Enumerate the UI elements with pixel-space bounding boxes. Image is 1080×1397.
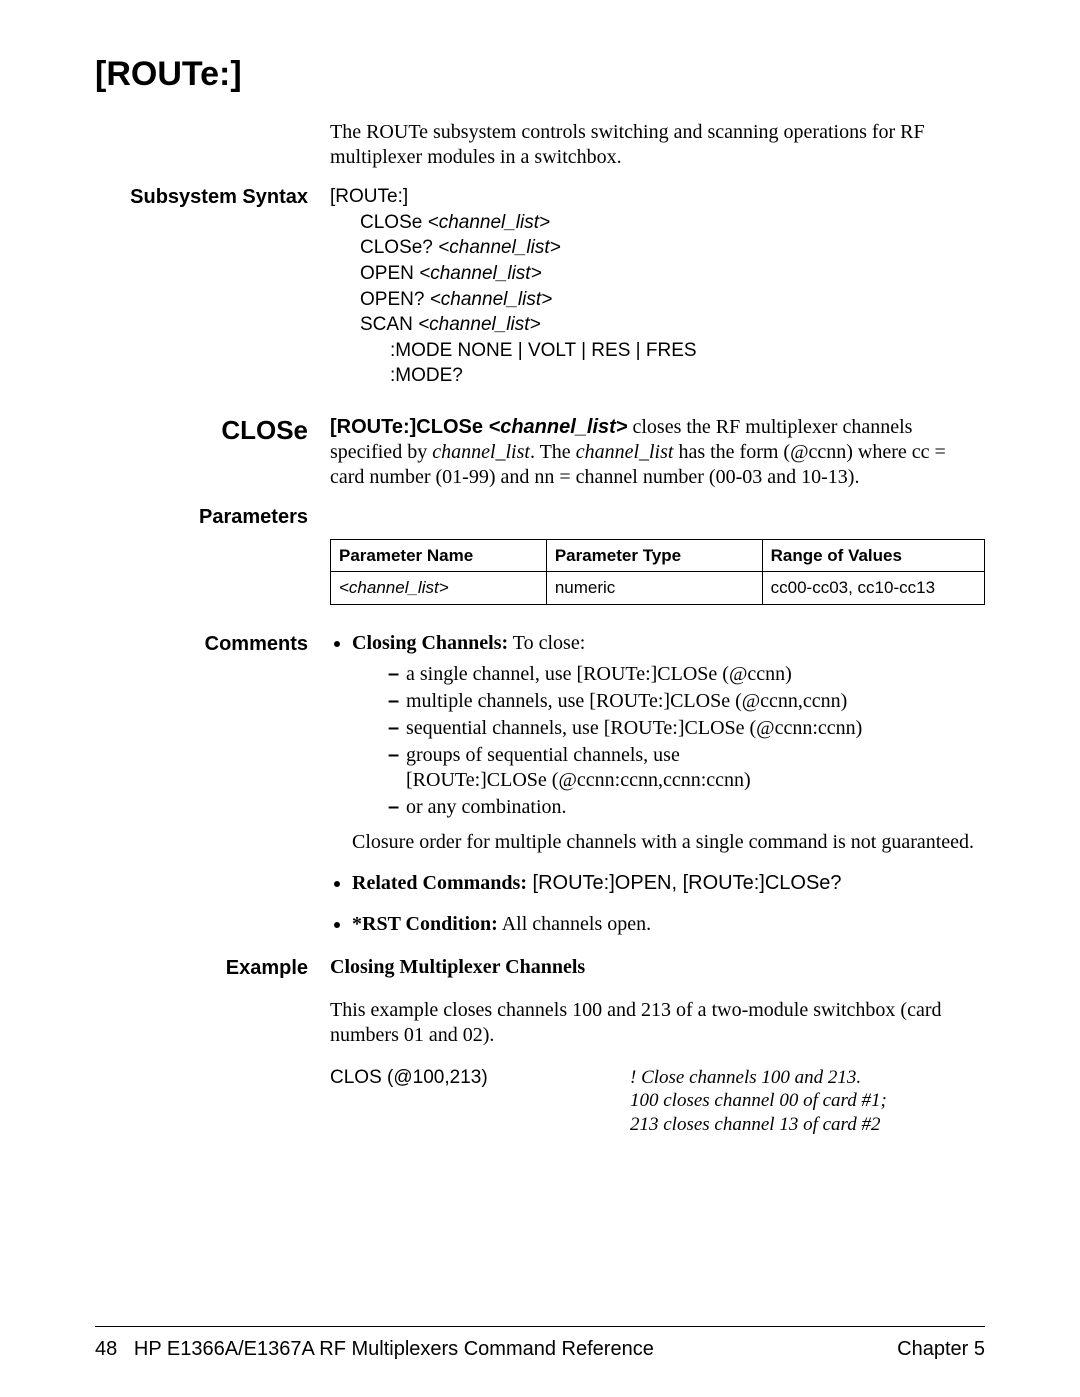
page-number: 48 — [95, 1338, 117, 1360]
example-heading: Closing Multiplexer Channels — [330, 955, 985, 980]
close-label: CLOSe — [95, 415, 330, 490]
list-item: or any combination. — [388, 795, 985, 820]
comments-row: Comments Closing Channels: To close: a s… — [95, 631, 985, 941]
comments-body: Closing Channels: To close: a single cha… — [330, 631, 985, 941]
comments-list: Closing Channels: To close: a single cha… — [330, 631, 985, 937]
cell: cc00-cc03, cc10-cc13 — [762, 572, 984, 604]
page-footer: 48 HP E1366A/E1367A RF Multiplexers Comm… — [95, 1338, 985, 1361]
example-row: Example Closing Multiplexer Channels Thi… — [95, 955, 985, 1137]
parameters-label: Parameters — [95, 504, 330, 529]
col-header: Parameter Type — [546, 540, 762, 572]
example-command: CLOS (@100,213) — [330, 1066, 630, 1137]
list-item: *RST Condition: All channels open. — [352, 912, 985, 937]
syntax-row: Subsystem Syntax [ROUTe:] CLOSe <channel… — [95, 184, 985, 389]
example-intro: This example closes channels 100 and 213… — [330, 998, 985, 1048]
list-item: multiple channels, use [ROUTe:]CLOSe (@c… — [388, 689, 985, 714]
close-row: CLOSe [ROUTe:]CLOSe <channel_list> close… — [95, 415, 985, 490]
cell: numeric — [546, 572, 762, 604]
intro-text: The ROUTe subsystem controls switching a… — [330, 120, 985, 170]
syntax-sub: :MODE? — [330, 363, 985, 389]
doc-title: HP E1366A/E1367A RF Multiplexers Command… — [134, 1338, 654, 1360]
comments-label: Comments — [95, 631, 330, 941]
page-title: [ROUTe:] — [95, 55, 985, 94]
intro-row: The ROUTe subsystem controls switching a… — [95, 120, 985, 170]
syntax-body: [ROUTe:] CLOSe <channel_list> CLOSe? <ch… — [330, 184, 985, 389]
parameters-row: Parameters — [95, 504, 985, 529]
page: [ROUTe:] The ROUTe subsystem controls sw… — [0, 0, 1080, 1397]
syntax-line: SCAN <channel_list> — [330, 312, 985, 338]
table-header-row: Parameter Name Parameter Type Range of V… — [331, 540, 985, 572]
example-label: Example — [95, 955, 330, 1137]
syntax-root: [ROUTe:] — [330, 184, 985, 210]
syntax-line: CLOSe? <channel_list> — [330, 235, 985, 261]
syntax-line: OPEN <channel_list> — [330, 261, 985, 287]
list-item: Closing Channels: To close: a single cha… — [352, 631, 985, 855]
close-desc: [ROUTe:]CLOSe <channel_list> closes the … — [330, 415, 985, 490]
syntax-line: OPEN? <channel_list> — [330, 287, 985, 313]
footer-right: Chapter 5 — [897, 1338, 985, 1361]
list-item: groups of sequential channels, use[ROUTe… — [388, 743, 985, 793]
cell: <channel_list> — [331, 572, 547, 604]
col-header: Range of Values — [762, 540, 984, 572]
example-body: Closing Multiplexer Channels This exampl… — [330, 955, 985, 1137]
dash-list: a single channel, use [ROUTe:]CLOSe (@cc… — [352, 662, 985, 820]
table-row: <channel_list> numeric cc00-cc03, cc10-c… — [331, 572, 985, 604]
example-code-row: CLOS (@100,213) ! Close channels 100 and… — [330, 1066, 985, 1137]
closure-note: Closure order for multiple channels with… — [352, 830, 985, 855]
syntax-line: CLOSe <channel_list> — [330, 210, 985, 236]
footer-rule — [95, 1326, 985, 1327]
syntax-sub: :MODE NONE | VOLT | RES | FRES — [330, 338, 985, 364]
list-item: sequential channels, use [ROUTe:]CLOSe (… — [388, 716, 985, 741]
intro-label — [95, 120, 330, 170]
footer-left: 48 HP E1366A/E1367A RF Multiplexers Comm… — [95, 1338, 654, 1361]
parameters-table-row: Parameter Name Parameter Type Range of V… — [95, 539, 985, 605]
list-item: a single channel, use [ROUTe:]CLOSe (@cc… — [388, 662, 985, 687]
subsystem-syntax-label: Subsystem Syntax — [95, 184, 330, 389]
col-header: Parameter Name — [331, 540, 547, 572]
list-item: Related Commands: [ROUTe:]OPEN, [ROUTe:]… — [352, 871, 985, 896]
parameters-table: Parameter Name Parameter Type Range of V… — [330, 539, 985, 605]
example-comment: ! Close channels 100 and 213. 100 closes… — [630, 1066, 985, 1137]
